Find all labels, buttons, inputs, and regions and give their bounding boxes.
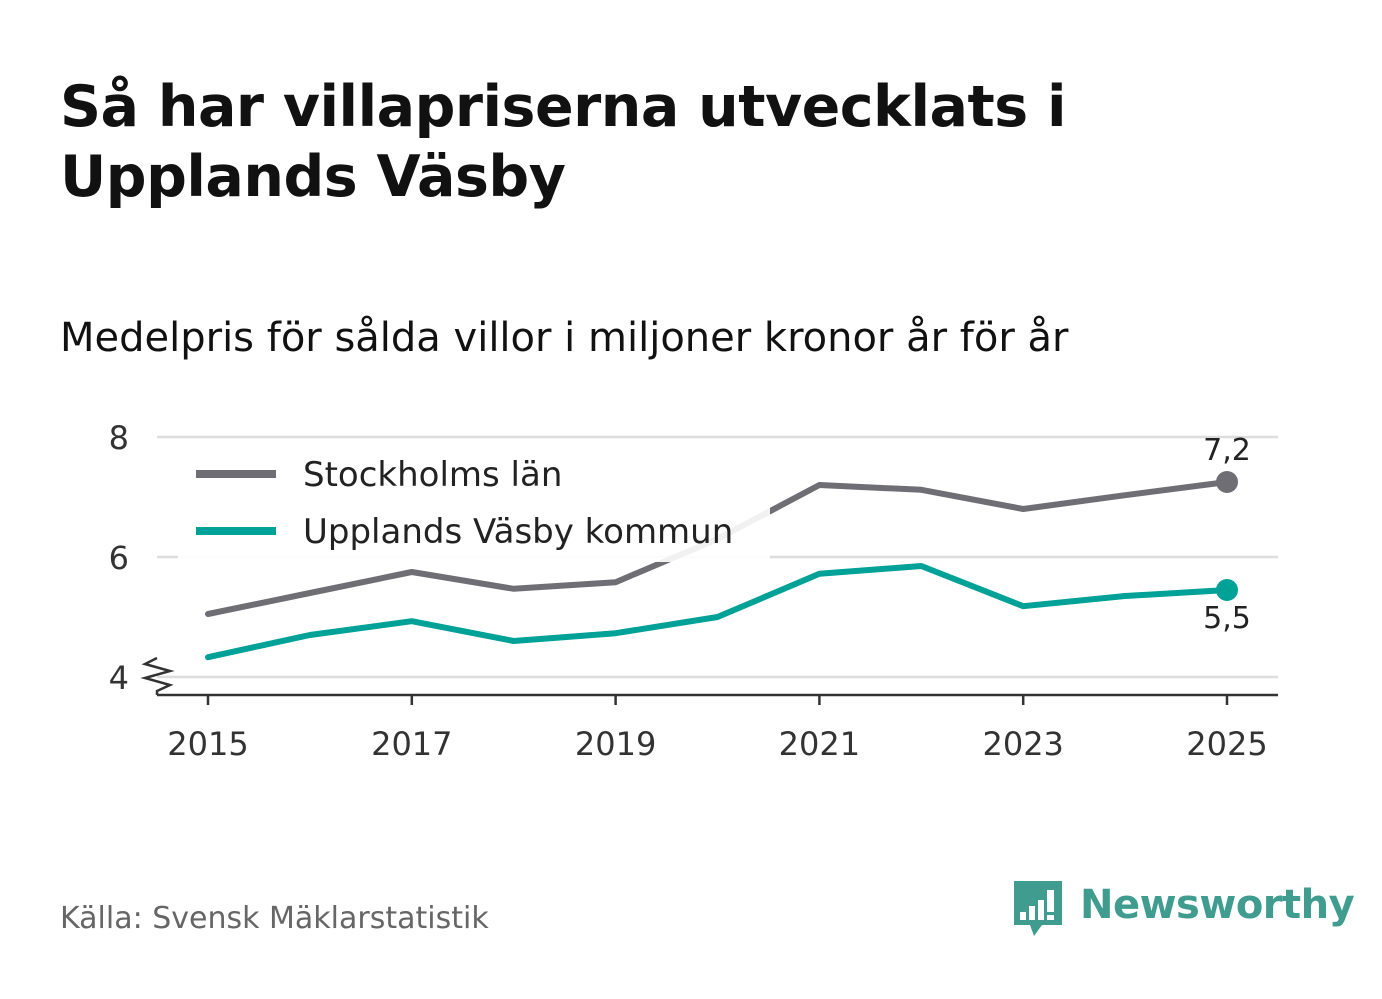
- source-note: Källa: Svensk Mäklarstatistik: [60, 901, 489, 936]
- series-end-point-1: [1216, 471, 1238, 493]
- y-tick-label-6: 6: [109, 539, 129, 577]
- series-end-label-2: 5,5: [1203, 601, 1251, 636]
- newsworthy-logo-icon: [1014, 881, 1062, 936]
- y-tick-label-8: 8: [109, 419, 129, 457]
- legend-label-1: Stockholms län: [303, 455, 562, 495]
- x-tick-label-2015: 2015: [167, 725, 248, 763]
- legend-background: [178, 446, 770, 562]
- y-axis-break-icon: [140, 656, 175, 695]
- legend-label-2: Upplands Väsby kommun: [303, 512, 733, 552]
- chart-title: Så har villapriserna utvecklats i Upplan…: [60, 74, 1067, 210]
- x-tick-label-2019: 2019: [575, 725, 656, 763]
- brand-logo: Newsworthy: [1010, 878, 1355, 940]
- x-tick-label-2025: 2025: [1186, 725, 1267, 763]
- series-line-2: [205, 563, 1230, 661]
- series-end-point-2: [1216, 579, 1238, 601]
- series-end-label-1: 7,2: [1203, 433, 1251, 468]
- x-tick-label-2023: 2023: [982, 725, 1063, 763]
- brand-name: Newsworthy: [1080, 882, 1355, 928]
- x-tick-label-2017: 2017: [371, 725, 452, 763]
- chart-subtitle: Medelpris för sålda villor i miljoner kr…: [60, 315, 1069, 361]
- x-tick-label-2021: 2021: [779, 725, 860, 763]
- y-tick-label-4: 4: [109, 659, 129, 697]
